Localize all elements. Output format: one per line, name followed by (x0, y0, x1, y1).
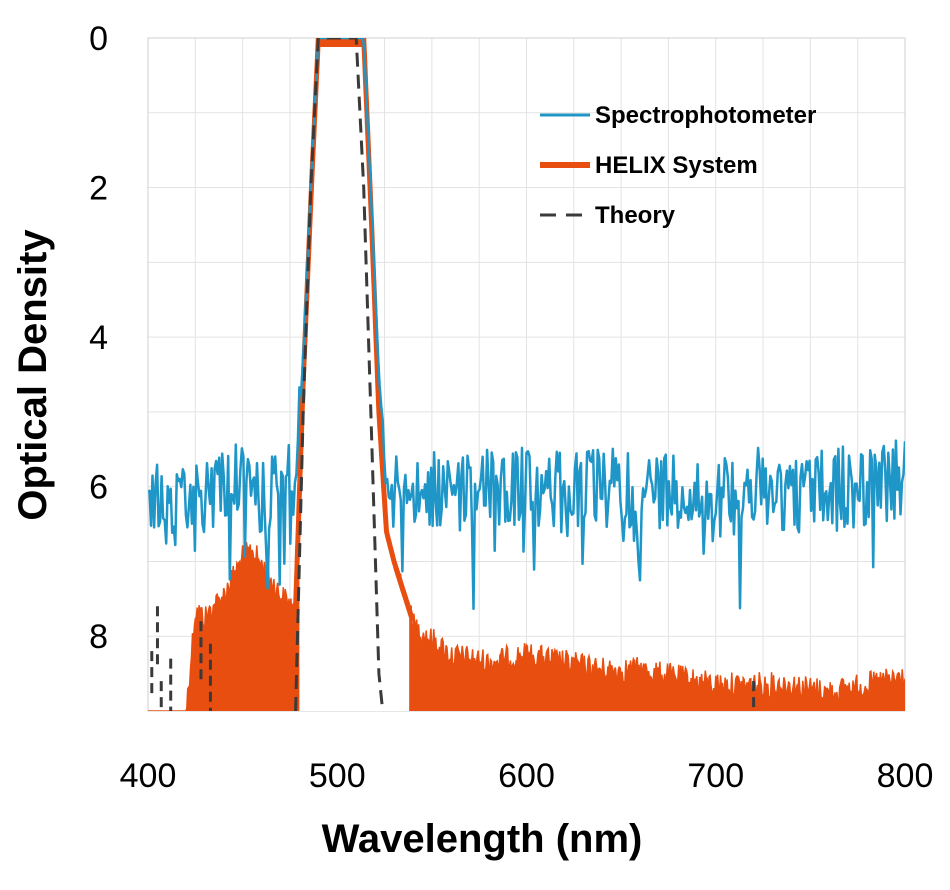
x-tick-labels: 400 500 600 700 800 (120, 757, 934, 795)
x-tick-label: 500 (309, 757, 366, 795)
legend-label: HELIX System (595, 152, 758, 179)
series-spectrophotometer (148, 38, 905, 611)
legend-label: Spectrophotometer (595, 102, 816, 129)
y-tick-labels: 0 2 4 6 8 (89, 20, 108, 656)
y-axis-title: Optical Density (11, 229, 55, 521)
helix-passband-interior (299, 47, 410, 711)
y-tick-label: 4 (89, 319, 108, 357)
series-layer (148, 38, 905, 711)
grid (148, 38, 905, 711)
y-tick-label: 8 (89, 618, 108, 656)
x-tick-label: 400 (120, 757, 177, 795)
y-tick-label: 2 (89, 170, 108, 208)
x-tick-label: 600 (498, 757, 555, 795)
x-tick-label: 700 (687, 757, 744, 795)
series-theory (294, 38, 385, 711)
legend: Spectrophotometer HELIX System Theory (540, 102, 816, 229)
y-tick-label: 0 (89, 20, 108, 58)
y-tick-label: 6 (89, 469, 108, 507)
legend-label: Theory (595, 202, 676, 229)
x-tick-label: 800 (877, 757, 934, 795)
x-axis-title: Wavelength (nm) (322, 817, 643, 861)
